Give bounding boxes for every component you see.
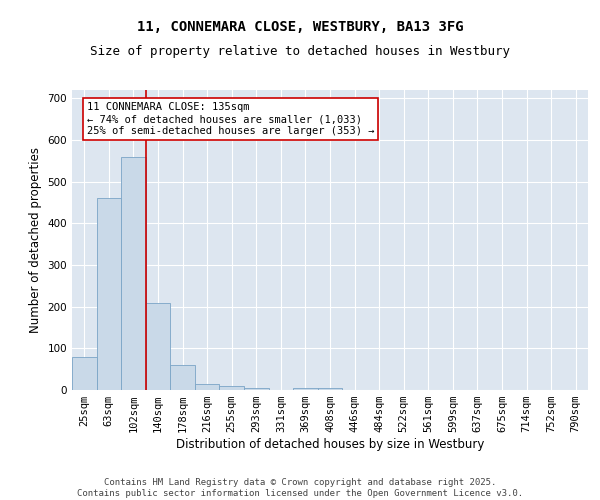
- Bar: [293, 388, 318, 390]
- Text: Contains HM Land Registry data © Crown copyright and database right 2025.
Contai: Contains HM Land Registry data © Crown c…: [77, 478, 523, 498]
- Text: 11 CONNEMARA CLOSE: 135sqm
← 74% of detached houses are smaller (1,033)
25% of s: 11 CONNEMARA CLOSE: 135sqm ← 74% of deta…: [87, 102, 374, 136]
- Bar: [97, 198, 121, 390]
- Bar: [195, 384, 220, 390]
- Bar: [146, 302, 170, 390]
- Bar: [244, 388, 269, 390]
- Bar: [121, 156, 146, 390]
- Bar: [220, 386, 244, 390]
- Text: 11, CONNEMARA CLOSE, WESTBURY, BA13 3FG: 11, CONNEMARA CLOSE, WESTBURY, BA13 3FG: [137, 20, 463, 34]
- Bar: [318, 388, 342, 390]
- Bar: [170, 365, 195, 390]
- Text: Size of property relative to detached houses in Westbury: Size of property relative to detached ho…: [90, 45, 510, 58]
- X-axis label: Distribution of detached houses by size in Westbury: Distribution of detached houses by size …: [176, 438, 484, 451]
- Y-axis label: Number of detached properties: Number of detached properties: [29, 147, 42, 333]
- Bar: [72, 356, 97, 390]
